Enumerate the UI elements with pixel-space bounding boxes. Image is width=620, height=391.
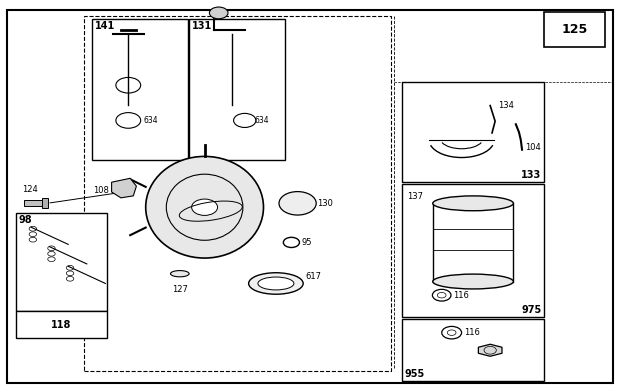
Text: 141: 141: [95, 21, 115, 31]
Ellipse shape: [249, 273, 303, 294]
Text: 118: 118: [51, 319, 71, 330]
Bar: [42, 198, 48, 208]
Bar: [544, 12, 605, 47]
Polygon shape: [479, 344, 502, 356]
Bar: [402, 184, 544, 317]
Ellipse shape: [146, 156, 264, 258]
Text: 108: 108: [92, 185, 108, 195]
Text: 98: 98: [19, 215, 32, 225]
Text: 116: 116: [464, 328, 480, 337]
Text: 131: 131: [192, 21, 213, 31]
Text: 124: 124: [22, 185, 38, 194]
Text: 134: 134: [498, 101, 513, 110]
Text: 104: 104: [526, 143, 541, 152]
Text: 634: 634: [254, 116, 268, 125]
Ellipse shape: [170, 271, 189, 277]
Ellipse shape: [433, 196, 513, 211]
Bar: [84, 16, 391, 371]
Text: 95: 95: [301, 238, 312, 247]
Bar: [16, 311, 107, 338]
Bar: [16, 213, 107, 311]
Text: 125: 125: [562, 23, 588, 36]
Ellipse shape: [258, 277, 294, 290]
Circle shape: [279, 192, 316, 215]
Circle shape: [192, 199, 218, 215]
Text: 137: 137: [407, 192, 423, 201]
Polygon shape: [112, 178, 136, 198]
Bar: [24, 200, 47, 206]
Text: 130: 130: [317, 199, 334, 208]
Text: 116: 116: [453, 291, 469, 300]
Text: eReplacementParts.com: eReplacementParts.com: [203, 206, 330, 216]
Bar: [402, 82, 544, 182]
Circle shape: [210, 7, 228, 19]
Text: 955: 955: [405, 369, 425, 379]
Text: 127: 127: [172, 285, 188, 294]
Bar: [92, 19, 188, 160]
Text: 617: 617: [306, 272, 322, 281]
Bar: [402, 319, 544, 381]
Ellipse shape: [433, 274, 513, 289]
Bar: [189, 19, 285, 160]
Text: 975: 975: [521, 305, 541, 315]
Text: 133: 133: [521, 170, 541, 180]
Text: 634: 634: [144, 116, 158, 125]
